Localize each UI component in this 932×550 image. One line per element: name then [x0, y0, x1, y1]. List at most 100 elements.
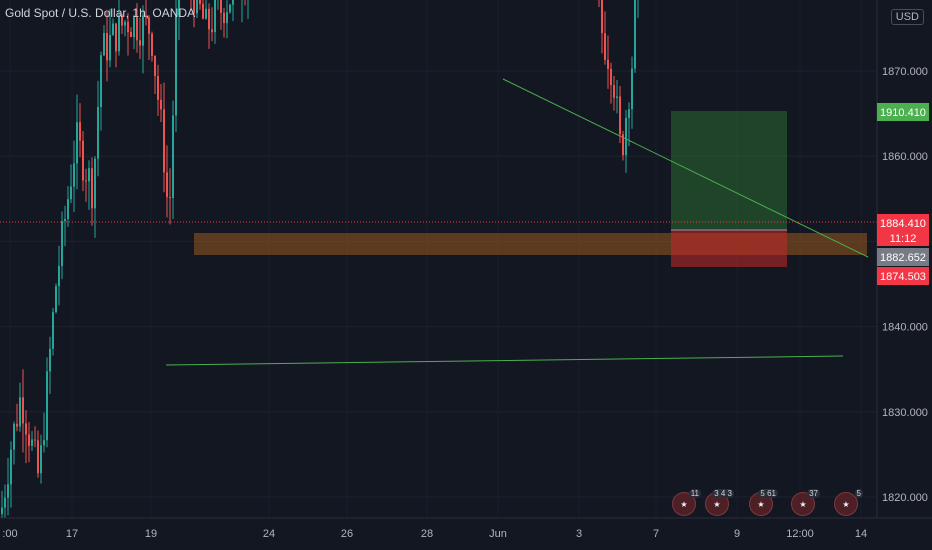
candle-body	[205, 8, 207, 19]
last-price-tag: 1884.410 11:12	[877, 214, 929, 246]
candle-body	[118, 15, 120, 52]
candle-body	[214, 0, 216, 33]
candle-body	[49, 348, 51, 372]
candle-body	[13, 423, 15, 450]
candle-body	[145, 15, 147, 18]
time-axis-label: 7	[653, 528, 659, 540]
candle-body	[601, 0, 603, 34]
candle-body	[88, 168, 90, 182]
candle-body	[172, 115, 174, 199]
event-count: 3 4 3	[712, 489, 734, 498]
time-axis: :00 17 19 24 26 28 Jun 3 7 9 12:00 14	[0, 517, 932, 550]
candle-body	[94, 158, 96, 209]
event-badge[interactable]: ★ 5 61	[749, 489, 778, 516]
symbol-title[interactable]: Gold Spot / U.S. Dollar, 1h, OANDA	[5, 6, 196, 20]
event-count: 5	[854, 489, 863, 498]
candle-body	[148, 17, 150, 34]
event-badge[interactable]: ★ 3 4 3	[705, 489, 734, 516]
candle-body	[223, 12, 225, 24]
candle-body	[64, 219, 66, 222]
candle-body	[610, 68, 612, 86]
candle-body	[40, 445, 42, 474]
candle-body	[607, 59, 609, 69]
time-axis-label: 26	[341, 528, 353, 540]
descending-trendline	[502, 78, 869, 258]
candle-body	[604, 33, 606, 60]
support-trendline	[165, 355, 844, 366]
candle-body	[70, 186, 72, 200]
candle-body	[121, 15, 123, 26]
candle-body	[229, 4, 231, 13]
candle-body	[169, 197, 171, 199]
candles	[1, 0, 639, 523]
candle-body	[112, 23, 114, 35]
candle-body	[43, 440, 45, 446]
target-price-text: 1910.410	[880, 107, 926, 119]
candle-body	[220, 0, 222, 13]
candle-body	[106, 32, 108, 61]
candle-body	[97, 106, 99, 159]
candle-body	[100, 55, 102, 107]
price-axis-label: 1830.000	[882, 407, 928, 419]
event-count: 11	[688, 489, 701, 498]
us-flag-icon: ★ 5	[834, 489, 863, 516]
candle-body	[31, 439, 33, 446]
loss-zone	[671, 230, 787, 267]
candle-body	[157, 76, 159, 100]
chart-grid	[0, 70, 877, 498]
candle-body	[130, 32, 132, 38]
event-badge[interactable]: ★ 37	[791, 489, 820, 516]
candle-body	[22, 397, 24, 424]
us-flag-icon: ★ 3 4 3	[705, 489, 734, 516]
candle-body	[619, 96, 621, 135]
bar-countdown-text: 11:12	[890, 233, 917, 245]
event-count: 37	[807, 489, 820, 498]
candle-body	[163, 109, 165, 173]
time-axis-label: 17	[66, 528, 78, 540]
time-axis-label: Jun	[489, 528, 507, 540]
time-axis-label: 14	[855, 528, 867, 540]
candle-body	[52, 312, 54, 349]
candle-body	[232, 0, 234, 5]
candle-body	[109, 34, 111, 61]
candle-body	[124, 21, 126, 26]
candle-body	[37, 440, 39, 474]
currency-badge[interactable]: USD	[890, 9, 924, 25]
candle-body	[628, 109, 630, 118]
candle-body	[73, 163, 75, 187]
candle-body	[115, 23, 117, 52]
target-price-tag: 1910.410	[877, 103, 929, 121]
candle-body	[178, 0, 180, 16]
stop-price-text: 1874.503	[880, 271, 926, 283]
price-axis-label: 1870.000	[882, 66, 928, 78]
candle-body	[199, 0, 201, 4]
time-axis-label: 3	[576, 528, 582, 540]
event-badge[interactable]: ★ 5	[834, 489, 863, 516]
candle-body	[85, 180, 87, 182]
time-axis-label: 9	[734, 528, 740, 540]
candle-body	[631, 68, 633, 110]
price-axis-label: 1860.000	[882, 151, 928, 163]
candle-body	[634, 0, 636, 69]
candle-body	[46, 371, 48, 441]
us-flag-icon: ★ 5 61	[749, 489, 778, 516]
candle-body	[91, 168, 93, 209]
time-axis-label: 19	[145, 528, 157, 540]
candle-body	[151, 33, 153, 57]
candle-body	[133, 17, 135, 38]
time-axis-label: 24	[263, 528, 275, 540]
candle-body	[625, 117, 627, 156]
price-axis-label: 1840.000	[882, 322, 928, 334]
candle-body	[4, 497, 6, 508]
candle-body	[211, 29, 213, 33]
candle-body	[25, 423, 27, 435]
candle-body	[142, 15, 144, 46]
candle-body	[82, 140, 84, 181]
candle-body	[16, 423, 18, 427]
candle-body	[127, 21, 129, 33]
event-badge[interactable]: ★ 11	[672, 489, 701, 516]
time-axis-label: 28	[421, 528, 433, 540]
candle-body	[193, 0, 195, 14]
candle-body	[7, 484, 9, 498]
